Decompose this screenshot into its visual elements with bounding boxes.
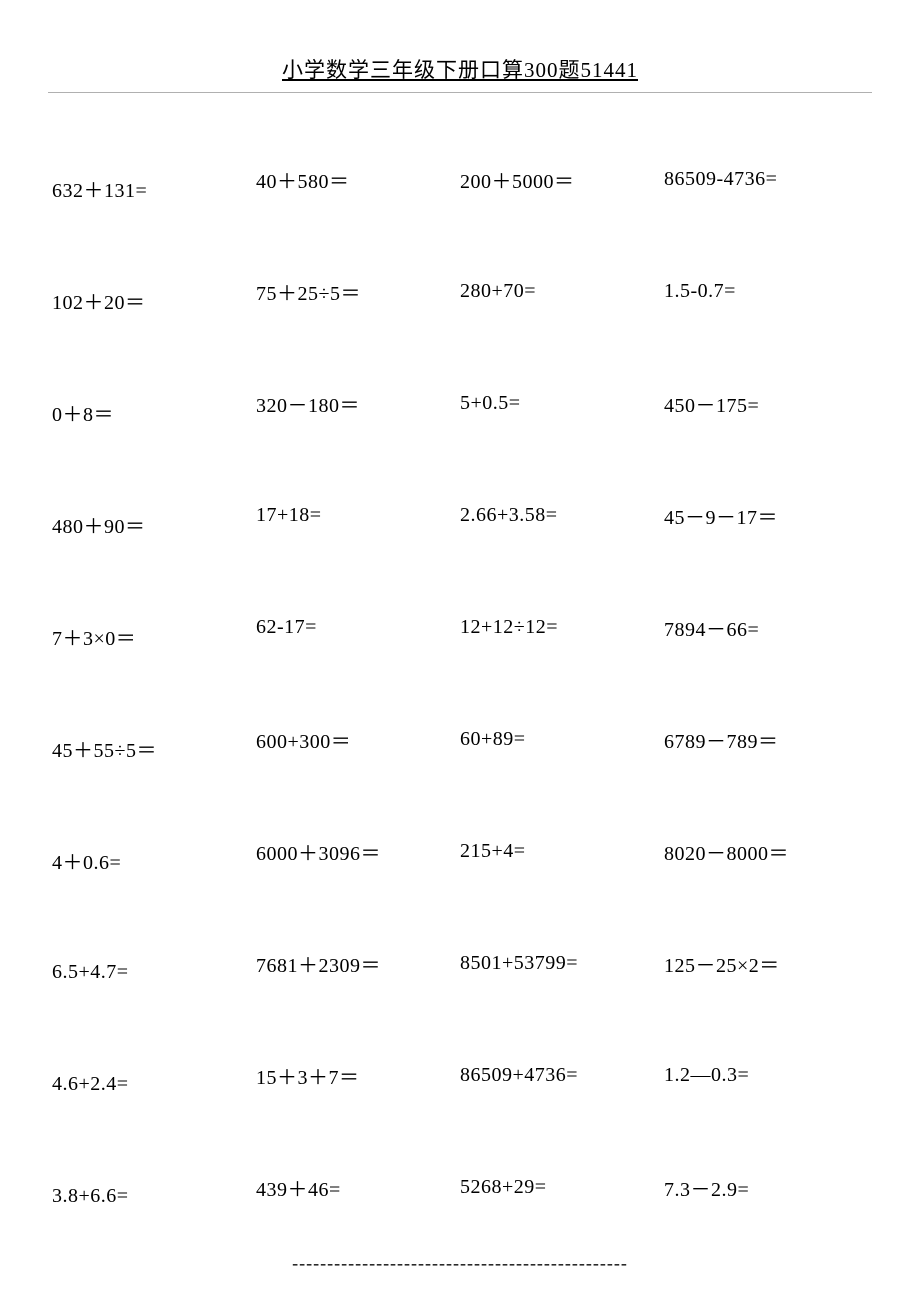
problem-cell: 450－175=: [664, 347, 868, 459]
problem-cell: 200＋5000＝: [460, 123, 664, 235]
footer-dashes: ----------------------------------------…: [48, 1253, 872, 1274]
page-title: 小学数学三年级下册口算300题51441: [282, 54, 638, 84]
problem-cell: 60+89=: [460, 683, 664, 795]
problem-cell: 320－180＝: [256, 347, 460, 459]
problem-cell: 480＋90＝: [52, 459, 256, 571]
problem-cell: 45＋55÷5＝: [52, 683, 256, 795]
problem-cell: 15＋3＋7＝: [256, 1019, 460, 1131]
problem-cell: 6.5+4.7=: [52, 907, 256, 1019]
problem-cell: 2.66+3.58=: [460, 459, 664, 571]
problem-cell: 40＋580＝: [256, 123, 460, 235]
problem-cell: 17+18=: [256, 459, 460, 571]
problem-cell: 125－25×2＝: [664, 907, 868, 1019]
problem-cell: 86509-4736=: [664, 123, 868, 235]
problem-cell: 8020－8000＝: [664, 795, 868, 907]
problem-cell: 5+0.5=: [460, 347, 664, 459]
problem-cell: 439＋46=: [256, 1131, 460, 1243]
problem-cell: 4.6+2.4=: [52, 1019, 256, 1131]
problem-cell: 7＋3×0＝: [52, 571, 256, 683]
problem-cell: 215+4=: [460, 795, 664, 907]
problem-cell: 1.5-0.7=: [664, 235, 868, 347]
title-rule: [48, 92, 872, 93]
problem-cell: 600+300＝: [256, 683, 460, 795]
worksheet-page: 小学数学三年级下册口算300题51441 632＋131=40＋580＝200＋…: [0, 0, 920, 1314]
problem-cell: 1.2—0.3=: [664, 1019, 868, 1131]
problem-cell: 7.3－2.9=: [664, 1131, 868, 1243]
title-wrap: 小学数学三年级下册口算300题51441: [48, 54, 872, 84]
problem-cell: 6000＋3096＝: [256, 795, 460, 907]
problem-cell: 0＋8＝: [52, 347, 256, 459]
problem-cell: 45－9－17＝: [664, 459, 868, 571]
problem-cell: 102＋20＝: [52, 235, 256, 347]
problem-cell: 280+70=: [460, 235, 664, 347]
problem-cell: 7681＋2309＝: [256, 907, 460, 1019]
problem-cell: 6789－789＝: [664, 683, 868, 795]
problem-cell: 7894－66=: [664, 571, 868, 683]
problem-cell: 632＋131=: [52, 123, 256, 235]
problem-cell: 8501+53799=: [460, 907, 664, 1019]
problem-grid: 632＋131=40＋580＝200＋5000＝86509-4736= 102＋2…: [48, 123, 872, 1243]
problem-cell: 62-17=: [256, 571, 460, 683]
problem-cell: 4＋0.6=: [52, 795, 256, 907]
problem-cell: 5268+29=: [460, 1131, 664, 1243]
problem-cell: 3.8+6.6=: [52, 1131, 256, 1243]
problem-cell: 86509+4736=: [460, 1019, 664, 1131]
problem-cell: 75＋25÷5＝: [256, 235, 460, 347]
problem-cell: 12+12÷12=: [460, 571, 664, 683]
